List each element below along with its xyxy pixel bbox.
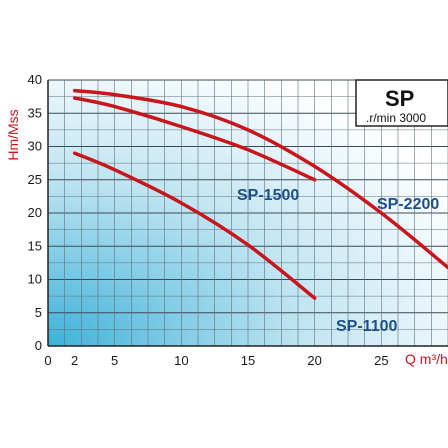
curve-sp-2200 — [72, 88, 448, 270]
y-axis-title: Hm/Mss — [5, 109, 21, 160]
series-label-sp-2200: SP-2200 — [377, 196, 439, 213]
x-tick-label: 20 — [307, 353, 321, 368]
y-tick-label: 25 — [28, 172, 42, 187]
x-tick-label: 5 — [111, 353, 118, 368]
chart-title: SP — [385, 86, 414, 111]
y-ticks: 0 5 10 15 20 25 30 35 40 — [28, 72, 42, 353]
y-tick-label: 10 — [28, 272, 42, 287]
grid — [48, 79, 448, 346]
curve-sp-1500 — [72, 96, 317, 182]
y-tick-label: 5 — [35, 305, 42, 320]
series-label-sp-1500: SP-1500 — [237, 187, 299, 204]
y-tick-label: 40 — [28, 72, 42, 87]
x-tick-label: 10 — [174, 353, 188, 368]
chart-subtitle: .r/min 3000 — [366, 111, 426, 125]
y-tick-label: 0 — [35, 338, 42, 353]
x-tick-label: 15 — [241, 353, 255, 368]
x-ticks: 0 2 5 10 15 20 25 — [44, 353, 388, 368]
y-tick-label: 15 — [28, 238, 42, 253]
x-tick-label: 25 — [374, 353, 388, 368]
x-tick-label: 0 — [44, 353, 51, 368]
curve-sp-1100 — [72, 151, 317, 300]
title-box — [355, 79, 448, 127]
x-tick-label: 2 — [71, 353, 78, 368]
x-axis-title: Q m³/h — [405, 351, 448, 367]
y-tick-label: 30 — [28, 139, 42, 154]
y-tick-label: 20 — [28, 205, 42, 220]
y-tick-label: 35 — [28, 105, 42, 120]
series-label-sp-1100: SP-1100 — [336, 318, 397, 335]
curves — [72, 88, 448, 300]
